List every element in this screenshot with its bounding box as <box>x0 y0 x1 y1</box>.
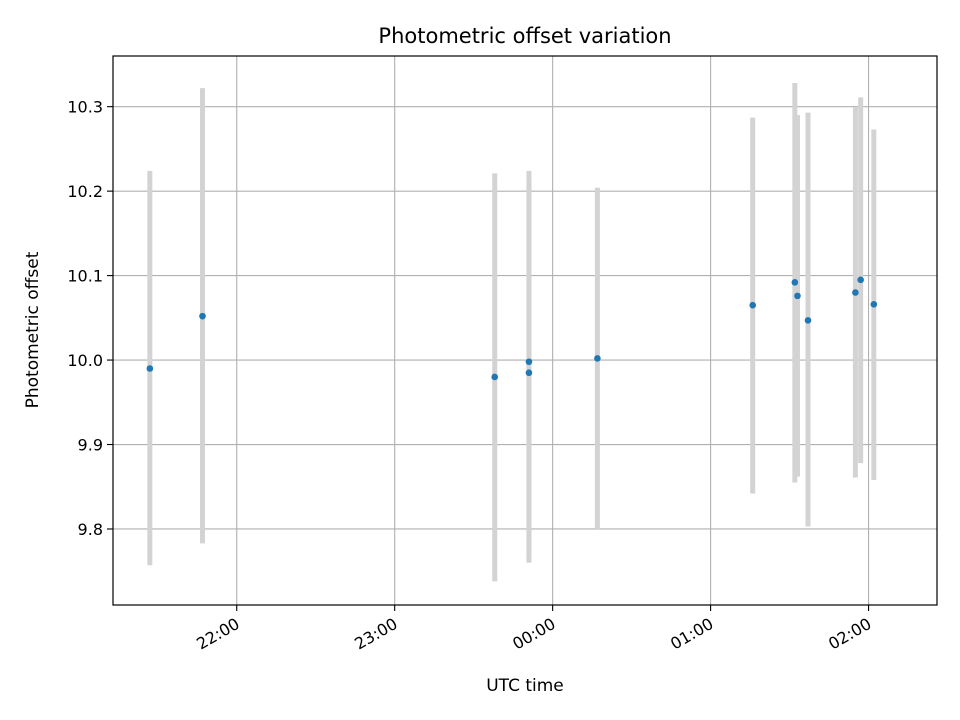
y-tick-label: 10.2 <box>67 182 103 201</box>
chart-title: Photometric offset variation <box>378 24 671 48</box>
plot-frame <box>112 55 938 606</box>
data-points <box>146 276 878 381</box>
y-tick-label: 9.8 <box>78 520 103 539</box>
y-tick-label: 9.9 <box>78 436 103 455</box>
data-point <box>491 373 499 381</box>
data-point <box>749 301 757 309</box>
data-point <box>791 279 799 286</box>
data-point <box>525 369 533 377</box>
data-point <box>870 301 878 308</box>
data-point <box>146 365 154 372</box>
y-tick-label: 10.1 <box>67 267 103 286</box>
y-axis-ticks: 9.8 9.9 10.0 10.1 10.2 10.3 <box>67 98 113 539</box>
y-tick-label: 10.3 <box>67 98 103 117</box>
y-axis-label: Photometric offset <box>23 251 43 408</box>
y-tick-label: 10.0 <box>67 351 103 370</box>
data-point <box>857 276 864 284</box>
data-point <box>199 312 206 320</box>
data-point <box>804 317 812 324</box>
x-axis-label: UTC time <box>486 676 564 696</box>
data-point <box>794 292 801 300</box>
data-point <box>594 355 601 362</box>
data-point <box>852 289 859 296</box>
data-point <box>525 358 533 366</box>
